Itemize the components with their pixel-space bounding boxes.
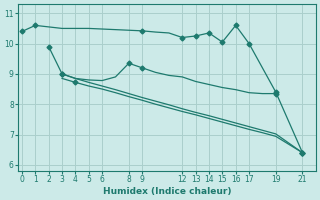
X-axis label: Humidex (Indice chaleur): Humidex (Indice chaleur): [103, 187, 231, 196]
